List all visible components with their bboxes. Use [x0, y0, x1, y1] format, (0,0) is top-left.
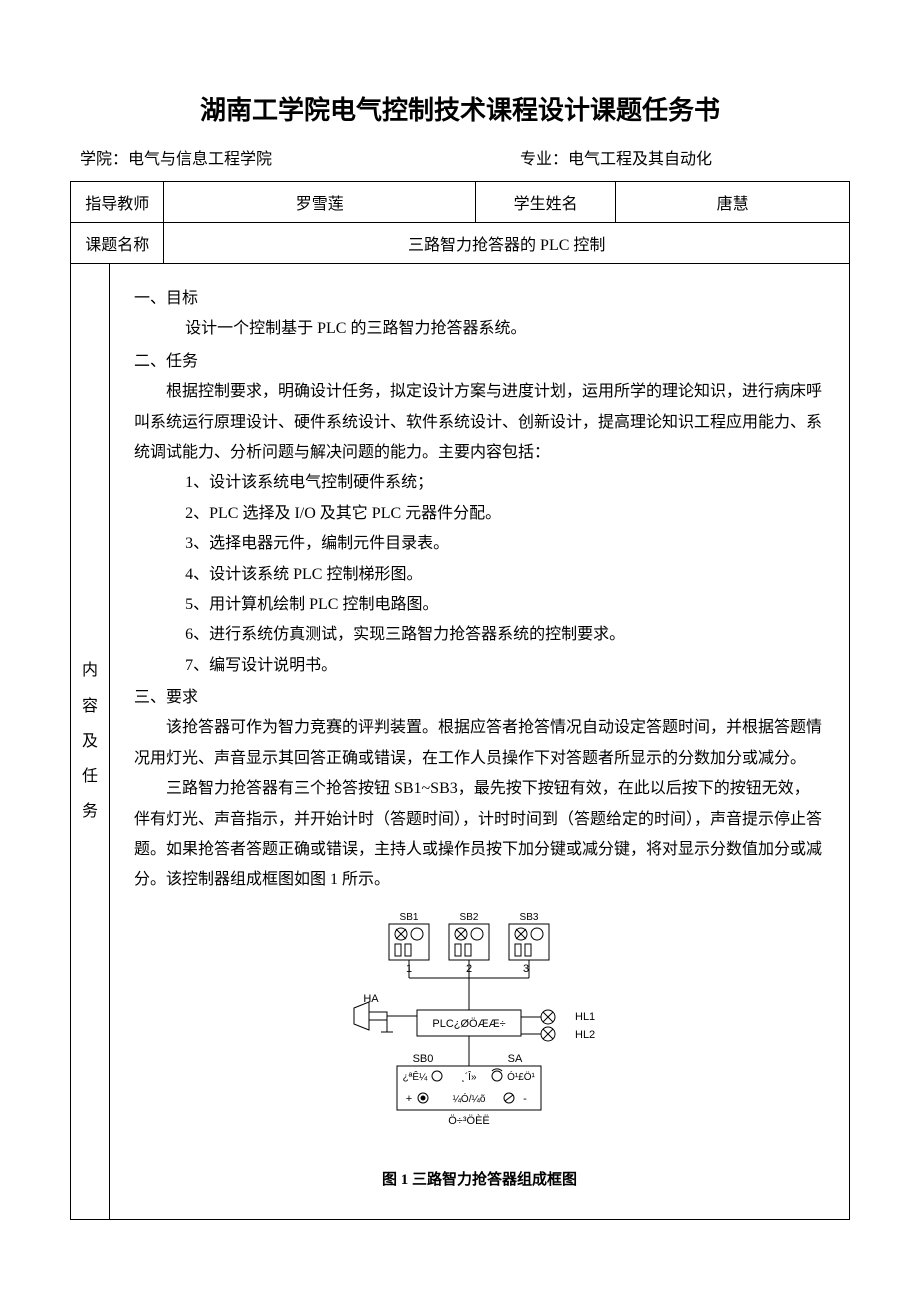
side-label-text: 内容及任务	[82, 653, 98, 829]
topic-value: 三路智力抢答器的 PLC 控制	[164, 223, 850, 264]
list-item: 4、设计该系统 PLC 控制梯形图。	[134, 560, 825, 590]
table-row: 课题名称 三路智力抢答器的 PLC 控制	[71, 223, 850, 264]
section-heading: 三、要求	[134, 683, 825, 713]
block-diagram: SB1 1 SB2 2	[319, 910, 639, 1160]
college-label: 学院：	[80, 151, 128, 168]
figure: SB1 1 SB2 2	[134, 910, 825, 1189]
major-label: 专业：	[520, 151, 568, 168]
list-item: 5、用计算机绘制 PLC 控制电路图。	[134, 590, 825, 620]
plus-label: +	[406, 1093, 412, 1105]
sa-label: SA	[508, 1053, 523, 1065]
table-row: 指导教师 罗雪莲 学生姓名 唐慧	[71, 182, 850, 223]
student-label: 学生姓名	[476, 182, 616, 223]
sb0-label: SB0	[413, 1053, 434, 1065]
list-item: 3、选择电器元件，编制元件目录表。	[134, 529, 825, 559]
bottom-label: Ö÷³ÖÈË	[449, 1114, 491, 1127]
hl2-label: HL2	[575, 1029, 595, 1041]
topic-label: 课题名称	[71, 223, 164, 264]
student-name: 唐慧	[616, 182, 850, 223]
content-cell: 一、目标 设计一个控制基于 PLC 的三路智力抢答器系统。 二、任务 根据控制要…	[109, 264, 849, 1220]
list-item: 6、进行系统仿真测试，实现三路智力抢答器系统的控制要求。	[134, 620, 825, 650]
major-value: 电气工程及其自动化	[568, 151, 712, 168]
minus-label: -	[524, 1093, 528, 1105]
section-heading: 一、目标	[134, 284, 825, 314]
panel-number: 3	[523, 963, 529, 975]
plc-label: PLC¿ØÖÆÆ÷	[433, 1018, 506, 1030]
meta-row: 学院：电气与信息工程学院 专业：电气工程及其自动化	[70, 145, 850, 169]
sb3-label: SB3	[520, 912, 539, 923]
paragraph: 设计一个控制基于 PLC 的三路智力抢答器系统。	[134, 314, 825, 344]
paragraph: 根据控制要求，明确设计任务，拟定设计方案与进度计划，运用所学的理论知识，进行病床…	[134, 377, 825, 468]
page-title: 湖南工学院电气控制技术课程设计课题任务书	[70, 90, 850, 127]
host-t-mid: ¸´Î»	[462, 1070, 477, 1083]
instructor-label: 指导教师	[71, 182, 164, 223]
list-item: 7、编写设计说明书。	[134, 651, 825, 681]
side-label: 内容及任务	[71, 264, 110, 1220]
host-t-left: ¿ªÊ¼	[403, 1070, 428, 1083]
figure-caption: 图 1 三路智力抢答器组成框图	[134, 1168, 825, 1189]
mid-low: ¼Ó/¼õ	[453, 1092, 486, 1105]
sb1-label: SB1	[400, 912, 419, 923]
hl1-label: HL1	[575, 1011, 595, 1023]
paragraph: 三路智力抢答器有三个抢答按钮 SB1~SB3，最先按下按钮有效，在此以后按下的按…	[134, 774, 825, 896]
sb2-label: SB2	[460, 912, 479, 923]
college-value: 电气与信息工程学院	[128, 151, 272, 168]
paragraph: 该抢答器可作为智力竞赛的评判装置。根据应答者抢答情况自动设定答题时间，并根据答题…	[134, 713, 825, 774]
instructor-name: 罗雪莲	[164, 182, 476, 223]
list-item: 2、PLC 选择及 I/O 及其它 PLC 元器件分配。	[134, 499, 825, 529]
host-t-right: Ó¹£Ö¹	[508, 1070, 536, 1083]
table-row: 内容及任务 一、目标 设计一个控制基于 PLC 的三路智力抢答器系统。 二、任务…	[71, 264, 850, 1220]
section-heading: 二、任务	[134, 347, 825, 377]
list-item: 1、设计该系统电气控制硬件系统；	[134, 468, 825, 498]
header-table: 指导教师 罗雪莲 学生姓名 唐慧 课题名称 三路智力抢答器的 PLC 控制 内容…	[70, 181, 850, 1220]
